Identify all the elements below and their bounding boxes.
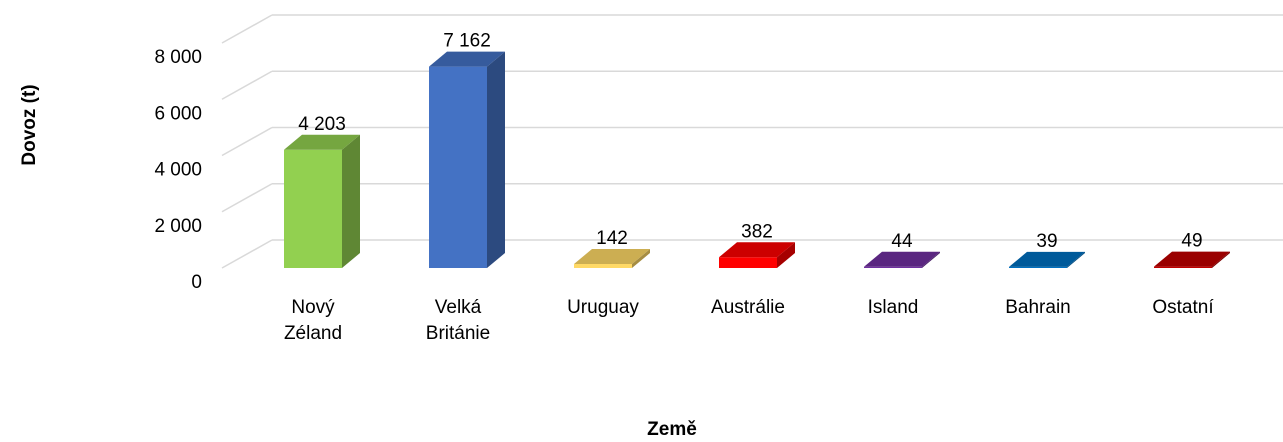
bar (574, 249, 650, 268)
y-tick-label: 6 000 (154, 103, 202, 124)
grid-line (221, 126, 273, 157)
x-tick-label: Nový Zéland (283, 297, 343, 344)
x-tick-label: Bahrain (1005, 297, 1071, 318)
bar-top (429, 51, 505, 67)
x-tick-label: Island (867, 297, 919, 318)
bar-front (284, 149, 342, 268)
bar (284, 134, 360, 268)
x-tick-label: Uruguay (567, 297, 639, 318)
bar-top (864, 251, 940, 267)
y-tick-label: 0 (191, 272, 202, 293)
bar-side (487, 51, 505, 268)
value-label: 7 162 (443, 31, 491, 52)
y-tick-label: 2 000 (154, 216, 202, 237)
x-tick-label: Austrálie (711, 297, 785, 318)
bar-front (719, 257, 777, 268)
y-axis-title: Dovoz (t) (19, 84, 40, 165)
value-label: 39 (1036, 231, 1057, 252)
x-axis-title: Země (647, 419, 697, 440)
grid-line (221, 239, 273, 269)
bar-top (1154, 251, 1230, 267)
bar-front (1009, 266, 1067, 268)
bar-side (1067, 251, 1085, 268)
bar-front (1154, 266, 1212, 268)
grid-line (221, 14, 273, 44)
bar-side (777, 242, 795, 268)
y-tick-label: 8 000 (154, 47, 202, 68)
value-label: 4 203 (298, 114, 346, 135)
bar (719, 242, 795, 268)
bar (1154, 251, 1230, 268)
bar (429, 51, 505, 268)
bar (1009, 251, 1085, 268)
grid-line (221, 183, 273, 213)
value-label: 44 (891, 231, 913, 252)
bar-side (342, 134, 360, 268)
bar-side (632, 249, 650, 268)
bar-top (1009, 251, 1085, 267)
bar (864, 251, 940, 268)
x-tick-label: Velká Británie (425, 297, 491, 344)
bar-side (922, 251, 940, 268)
value-label: 382 (741, 221, 773, 242)
bar-front (429, 66, 487, 268)
value-label: 142 (596, 228, 628, 249)
bar-top (574, 249, 650, 265)
bar-top (719, 242, 795, 258)
bar-top (284, 134, 360, 150)
bar-front (574, 264, 632, 268)
grid-line (221, 70, 273, 100)
bar-front (864, 266, 922, 268)
y-tick-label: 4 000 (154, 160, 202, 181)
bar-side (1212, 251, 1230, 268)
value-label: 49 (1181, 231, 1202, 252)
x-tick-label: Ostatní (1152, 297, 1214, 318)
